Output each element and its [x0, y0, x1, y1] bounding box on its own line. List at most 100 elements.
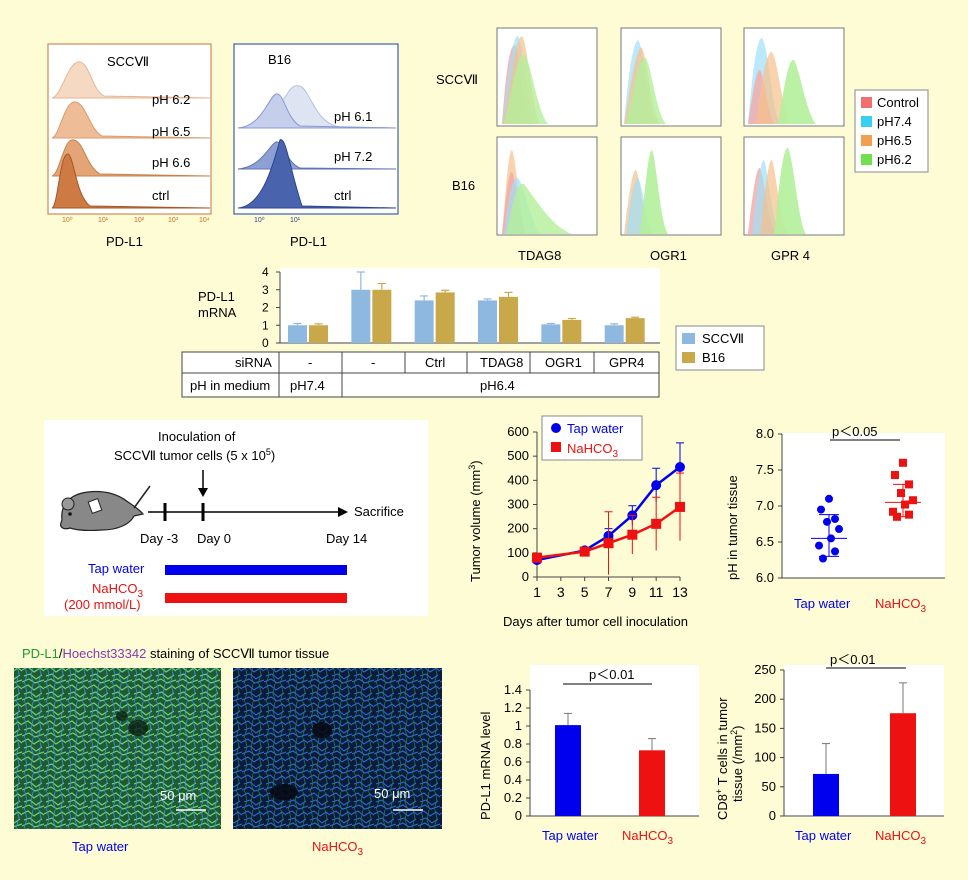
table-sirna-6: GPR4: [609, 355, 644, 370]
tumor-lines: [532, 442, 685, 575]
mrna-plot-area: [280, 268, 660, 344]
table-sirna-1: -: [308, 355, 312, 370]
mrna-legend: SCCⅦ B16: [675, 325, 765, 371]
ph-ytick-label: 6.0: [756, 570, 774, 585]
tumor-ylabel: Tumor volume (mm3): [467, 460, 483, 582]
sccvii-row-4: ctrl: [152, 188, 169, 203]
ph-pvalue: p＜0.05: [832, 424, 878, 439]
pdl1_bar-ytick-label: 0.8: [504, 736, 522, 751]
legend-label-ph74: pH7.4: [877, 114, 912, 129]
b16-histograms: [237, 85, 397, 209]
mouse-icon: [60, 485, 151, 531]
mrna-legend-label-b16: B16: [702, 350, 725, 365]
ph-label-tap: Tap water: [794, 596, 851, 611]
receptor-row-label-sccvii: SCCⅦ: [436, 72, 478, 87]
table-ph64: pH6.4: [480, 378, 515, 393]
mrna-bar: [372, 289, 392, 343]
pdl1_bar-ytick-label: 1.4: [504, 682, 522, 697]
b16-title: B16: [268, 52, 291, 67]
tumor-point: [579, 546, 590, 557]
ph-point: [831, 547, 839, 556]
ph-axis: 6.0 6.5 7.0 7.5 8.0: [756, 426, 945, 585]
tumor-xtick-label: 3: [557, 584, 565, 600]
sccvii-flow-panel: SCCⅦ pH 6.2 pH 6.5 pH 6.6 ctrl 10⁰ 10¹ 1…: [47, 43, 212, 249]
mrna-legend-swatch-sccvii: [682, 333, 695, 344]
staining-image-tap: [14, 668, 221, 829]
timeline-arrowhead: [338, 507, 348, 517]
tumor-xtick-label: 1: [533, 584, 541, 600]
tumor-point: [651, 480, 662, 491]
sccvii-xlabel: PD-L1: [106, 234, 143, 249]
tumor-legend-marker-tap: [551, 423, 561, 433]
timeline-inoculation: Inoculation of: [158, 429, 236, 444]
mrna-bar: [541, 324, 561, 343]
mrna-legend-label-sccvii: SCCⅦ: [702, 331, 744, 346]
nahco3-bar: [165, 593, 347, 603]
receptor-legend-rest: pH7.4 pH6.5 pH6.2: [861, 114, 912, 167]
ph-point: [835, 525, 843, 534]
b16-tick-1: 10¹: [290, 217, 301, 224]
legend-swatch-ph65: [861, 135, 872, 146]
staining-panel: PD-L1/Hoechst33342 staining of SCCⅦ tumo…: [14, 646, 442, 858]
timeline-sacrifice: Sacrifice: [354, 504, 404, 519]
sccvii-histograms: [51, 61, 211, 209]
staining-image-nahco3: [233, 668, 442, 829]
ph-point: [899, 458, 907, 467]
tumor-xtick-label: 13: [672, 584, 688, 600]
pdl1_bar-ytick-label: 1.2: [504, 700, 522, 715]
ph-plot-area: [782, 433, 945, 578]
timeline-tap-label: Tap water: [88, 561, 145, 576]
mrna-bar: [499, 296, 518, 343]
tumor-xtick-label: 9: [628, 584, 636, 600]
pdl1_bar-bar: [639, 750, 665, 816]
mrna-ytick-label: 1: [262, 318, 269, 332]
receptor-col-tdag8: TDAG8: [518, 248, 561, 263]
cd8-label-nahco3: NaHCO3: [875, 828, 927, 847]
cd8-label-tap: Tap water: [795, 828, 852, 843]
legend-swatch-ph62: [861, 154, 872, 165]
staining-scale-tap: 50 μm: [160, 788, 196, 803]
tumor-legend-tap: Tap water: [567, 421, 624, 436]
mrna-bar: [604, 325, 624, 343]
sccvii-row-2: pH 6.5: [152, 124, 190, 139]
ph-ytick-label: 6.5: [756, 534, 774, 549]
timeline-concentration: (200 mmol/L): [64, 597, 141, 612]
mrna-bar: [625, 318, 645, 343]
pdl1-ylabel: PD-L1 mRNA level: [478, 712, 493, 820]
receptor-flow-panel: SCCⅦ B16: [436, 27, 929, 263]
ph-ytick-label: 7.0: [756, 498, 774, 513]
tumor-point: [603, 538, 614, 549]
timeline-day-14: Day 14: [326, 531, 367, 546]
ph-point: [909, 496, 917, 505]
legend-swatch-ph74: [861, 116, 872, 127]
ph-point: [905, 480, 913, 489]
tumor-ytick-label: 500: [507, 448, 529, 463]
tumor-legend: Tap water NaHCO3: [541, 415, 643, 461]
receptor-tdag8-sccvii: [496, 27, 598, 127]
mrna-bar: [478, 300, 497, 343]
ph-point: [893, 512, 901, 521]
tap-water-bar: [165, 565, 347, 575]
receptor-row-label-b16: B16: [452, 178, 475, 193]
tumor-point: [675, 462, 685, 473]
receptor-col-gpr4: GPR 4: [771, 248, 810, 263]
sccvii-row-3: pH 6.6: [152, 155, 190, 170]
mrna-ylabel-2: mRNA: [198, 305, 237, 320]
b16-row-2: pH 7.2: [334, 149, 372, 164]
b16-xlabel: PD-L1: [290, 234, 327, 249]
receptor-ogr1-b16: [620, 136, 722, 236]
cd8_bar-ytick-label: 100: [754, 750, 776, 765]
ph-point: [815, 541, 823, 550]
mrna-ylabel-1: PD-L1: [198, 289, 235, 304]
cd8_bar-bar: [890, 713, 916, 816]
sccvii-tick-1: 10¹: [98, 217, 109, 224]
tumor-point: [651, 518, 662, 529]
sccvii-title: SCCⅦ: [107, 54, 149, 69]
pdl1-label-nahco3: NaHCO3: [622, 828, 674, 847]
legend-label-ph62: pH6.2: [877, 152, 912, 167]
tumor-xtick-label: 5: [581, 584, 589, 600]
staining-title: PD-L1/Hoechst33342 staining of SCCⅦ tumo…: [22, 646, 329, 661]
tumor-legend-marker-nahco3: [551, 442, 561, 452]
